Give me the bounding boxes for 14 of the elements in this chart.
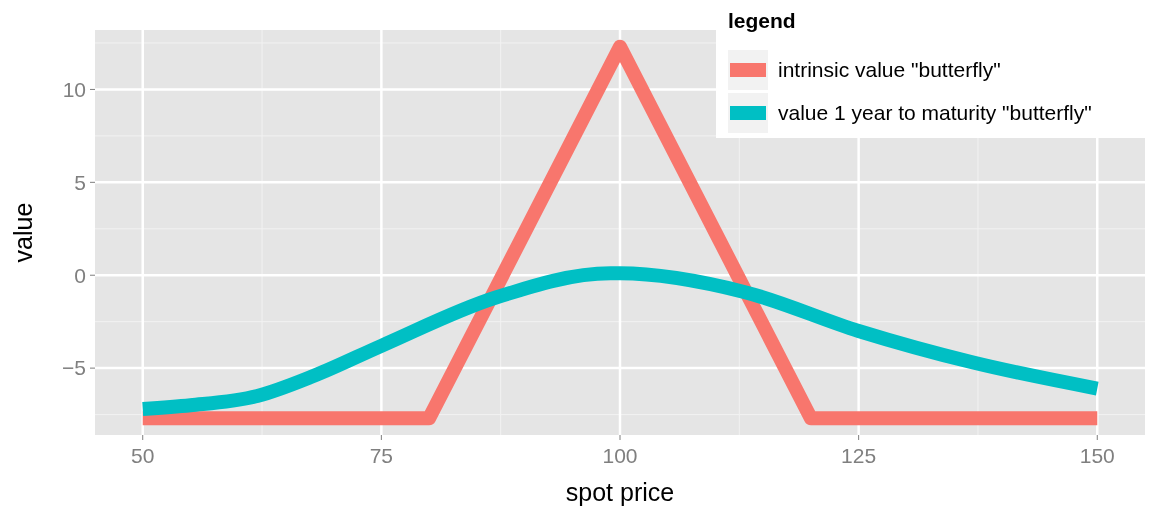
y-tick-label: 10 [62,77,86,101]
y-tick-label: −5 [62,356,86,380]
x-tick-label: 100 [602,444,638,467]
legend-title: legend [728,9,796,32]
y-axis-title: value [9,202,37,263]
legend-label: intrinsic value "butterfly" [778,58,1001,82]
y-tick-label: 0 [74,263,86,287]
y-tick-label: 5 [74,170,86,194]
legend-label: value 1 year to maturity "butterfly" [778,101,1092,125]
x-axis-title: spot price [565,478,675,506]
x-tick-label: 125 [841,444,877,467]
x-tick-label: 75 [369,444,394,467]
x-tick-label: 50 [131,444,155,467]
x-tick-label: 150 [1079,444,1115,467]
